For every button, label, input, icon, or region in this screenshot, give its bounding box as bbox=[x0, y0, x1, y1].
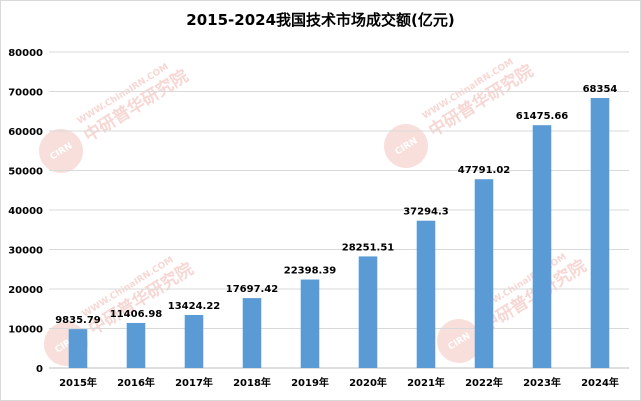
bar bbox=[416, 220, 436, 368]
gridlines bbox=[49, 51, 629, 369]
data-label: 68354 bbox=[583, 84, 618, 95]
bar bbox=[590, 98, 610, 368]
data-label: 47791.02 bbox=[458, 165, 511, 176]
y-axis: 0 10000 20000 30000 40000 50000 60000 70000 8000… bbox=[8, 48, 43, 375]
bar bbox=[242, 298, 262, 368]
y-tick-label: 50000 bbox=[8, 167, 43, 178]
y-tick-label: 70000 bbox=[8, 88, 43, 99]
x-tick-label: 2022年 bbox=[465, 376, 503, 389]
watermark-logo-circle bbox=[437, 319, 481, 363]
y-tick-label: 0 bbox=[36, 364, 43, 375]
bar bbox=[358, 256, 378, 368]
data-label: 28251.51 bbox=[342, 242, 395, 253]
y-tick-label: 10000 bbox=[8, 325, 43, 336]
y-tick-label: 40000 bbox=[8, 206, 43, 217]
y-tick-label: 80000 bbox=[8, 48, 43, 59]
x-tick-label: 2018年 bbox=[233, 376, 271, 389]
bars: 9835.79 11406.98 13424.22 17697.42 22398.39 2… bbox=[55, 84, 617, 368]
x-tick-label: 2016年 bbox=[117, 376, 155, 389]
y-tick-label: 30000 bbox=[8, 246, 43, 257]
x-axis: 2015年 2016年 2017年 2018年 2019年 2020年 2021年 2022年… bbox=[59, 376, 619, 389]
bar bbox=[126, 322, 146, 368]
bar bbox=[300, 279, 320, 368]
y-tick-label: 20000 bbox=[8, 285, 43, 296]
chart-title: 2015-2024我国技术市场成交额(亿元) bbox=[186, 11, 455, 29]
data-label: 61475.66 bbox=[516, 111, 569, 122]
watermark-logo-circle bbox=[384, 124, 428, 168]
x-tick-label: 2017年 bbox=[175, 376, 213, 389]
x-tick-label: 2019年 bbox=[291, 376, 329, 389]
data-label: 11406.98 bbox=[110, 309, 163, 320]
data-label: 37294.3 bbox=[403, 207, 449, 218]
bar bbox=[68, 329, 88, 368]
x-tick-label: 2020年 bbox=[349, 376, 387, 389]
data-label: 9835.79 bbox=[55, 315, 101, 326]
x-tick-label: 2021年 bbox=[407, 376, 445, 389]
x-tick-label: 2015年 bbox=[59, 376, 97, 389]
y-tick-label: 60000 bbox=[8, 127, 43, 138]
data-label: 22398.39 bbox=[284, 266, 337, 277]
data-label: 13424.22 bbox=[168, 301, 221, 312]
bar bbox=[532, 125, 552, 368]
x-tick-label: 2024年 bbox=[581, 376, 619, 389]
x-tick-label: 2023年 bbox=[523, 376, 561, 389]
watermark-logo-circle bbox=[39, 129, 83, 173]
bar bbox=[184, 314, 204, 368]
bar bbox=[474, 179, 494, 368]
data-label: 17697.42 bbox=[226, 284, 279, 295]
